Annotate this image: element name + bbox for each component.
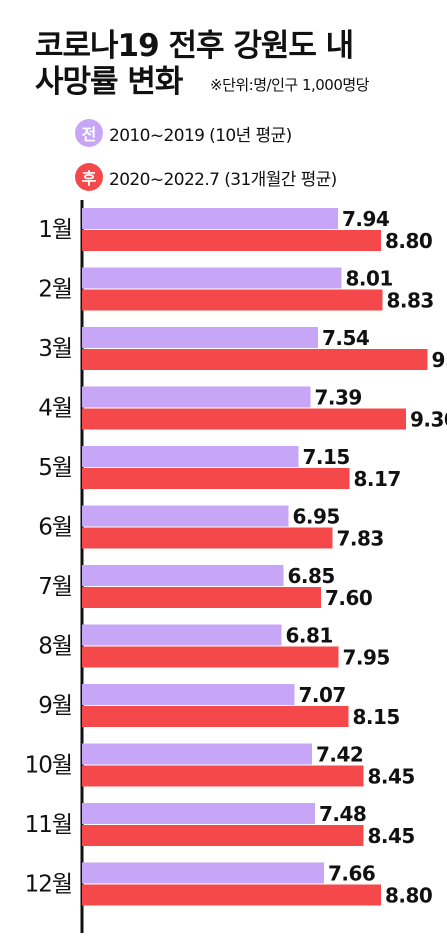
value-label: 9.30 [410,408,447,432]
value-label: 7.07 [299,683,346,707]
category-label: 9월 [38,693,72,719]
value-label: 9.73 [432,348,447,372]
bar-before [82,446,299,467]
value-label: 8.45 [368,824,415,848]
value-label: 7.15 [303,445,350,469]
category-label: 4월 [38,396,72,422]
legend-badge-before: 전 [75,119,103,147]
value-label: 7.48 [319,802,366,826]
value-label: 8.45 [368,765,415,789]
bar-after [82,587,321,608]
bar-after [82,825,364,846]
legend-label-before: 2010~2019 (10년 평균) [109,125,292,146]
category-label: 12월 [25,872,72,898]
legend-item-before: 전 2010~2019 (10년 평균) [75,117,292,149]
bar-after [82,884,381,906]
legend-item-after: 후 2020~2022.7 (31개월간 평균) [75,161,337,193]
category-label: 3월 [38,336,72,362]
category-label: 7월 [38,574,72,600]
value-label: 8.17 [354,467,401,491]
bar-before [82,505,289,527]
value-label: 7.39 [315,386,362,410]
category-label: 8월 [38,634,72,660]
value-label: 6.95 [293,505,340,529]
bar-after [82,289,383,311]
bar-before [82,565,284,586]
value-label: 8.83 [387,289,434,313]
unit-note: ※단위:명/인구 1,000명당 [210,76,370,94]
bar-after [82,408,406,430]
category-label: 5월 [38,455,72,481]
value-label: 7.83 [337,527,384,551]
legend-label-after: 2020~2022.7 (31개월간 평균) [109,169,337,190]
category-label: 11월 [25,812,72,838]
value-label: 6.85 [288,564,335,588]
bar-after [82,706,349,727]
legend-badge-after: 후 [75,163,103,191]
category-label: 1월 [38,217,72,243]
bar-before [82,267,342,289]
bar-before [82,743,312,765]
value-label: 7.54 [322,326,369,350]
bar-after [82,527,333,549]
value-label: 8.01 [346,267,393,291]
bar-before [82,684,295,705]
value-label: 6.81 [286,624,333,648]
bar-after [82,349,428,370]
category-label: 10월 [25,753,72,779]
value-label: 7.60 [325,586,372,610]
category-label: 6월 [38,515,72,541]
bar-after [82,646,339,668]
bar-before [82,386,311,408]
bar-before [82,862,324,884]
bar-before [82,208,338,229]
bar-before [82,803,315,824]
value-label: 8.80 [385,884,432,908]
value-label: 7.94 [342,207,389,231]
value-label: 8.15 [353,705,400,729]
bar-after [82,468,350,489]
value-label: 7.42 [316,743,363,767]
category-label: 2월 [38,277,72,303]
bar-after [82,230,381,251]
bar-before [82,327,318,348]
bar-before [82,624,282,646]
value-label: 7.95 [343,646,390,670]
value-label: 7.66 [328,862,375,886]
value-label: 8.80 [385,229,432,253]
chart-title-line1: 코로나19 전후 강원도 내 [35,28,354,64]
bar-after [82,765,364,787]
chart-title-line2: 사망률 변화 [35,64,183,100]
